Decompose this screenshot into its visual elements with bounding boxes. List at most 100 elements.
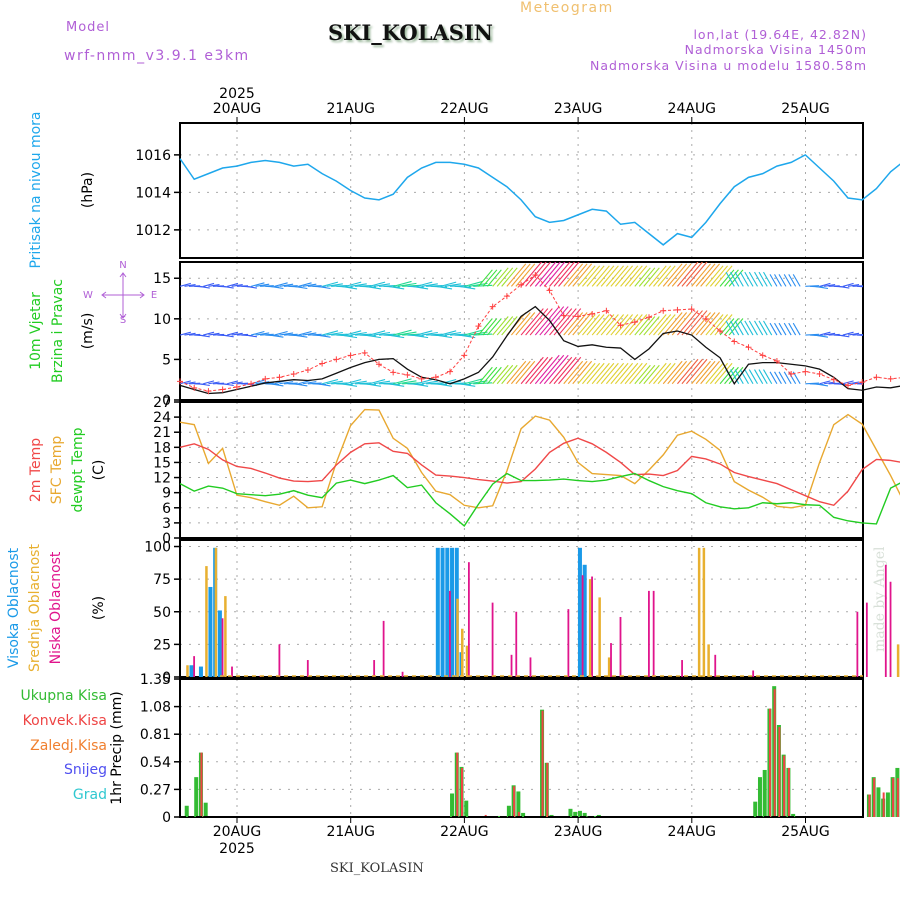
wind-barb	[198, 383, 210, 387]
wind-barb	[464, 329, 483, 336]
wind-barb	[748, 320, 758, 336]
gust-marker	[603, 307, 610, 314]
wind-barb	[677, 358, 699, 385]
wind-barb	[876, 383, 887, 384]
wind-barb	[714, 314, 733, 336]
cloud-bar-niska	[467, 562, 470, 677]
wind-barb	[634, 267, 651, 287]
y-tick-label: 1.35	[140, 672, 171, 688]
wind-barb	[492, 364, 509, 385]
wind-barb	[184, 284, 196, 287]
wind-barb	[577, 362, 596, 385]
wind-barb	[634, 364, 651, 385]
wind-barb	[393, 329, 412, 336]
wind-barb	[586, 362, 605, 385]
wind-barb	[416, 330, 433, 336]
cloud-bar-niska	[889, 581, 892, 677]
legend-visoka: Visoka Oblacnost	[6, 547, 22, 668]
wind-barb	[819, 282, 831, 287]
wind-barb	[842, 331, 854, 336]
precip-bar-convective	[484, 814, 487, 817]
wind-barb	[534, 354, 560, 385]
wind-barb	[369, 281, 386, 287]
wind-barb	[895, 285, 900, 287]
wind-barb	[653, 265, 672, 287]
wind-barb	[520, 262, 543, 287]
y-tick-label: 0	[162, 810, 171, 826]
wind-barb	[373, 283, 391, 287]
precip-bar-total	[184, 805, 189, 817]
cloud-bar-srednja	[588, 579, 592, 677]
wind-barb	[331, 382, 348, 385]
wind-barb	[487, 269, 502, 287]
wind-barb	[572, 263, 593, 287]
wind-barb	[274, 282, 288, 287]
cloud-bar-srednja	[214, 547, 218, 677]
wind-barb	[691, 312, 711, 336]
wind-barb	[662, 263, 683, 287]
precip-bar-convective	[896, 778, 899, 817]
precip-unit: 1hr Precip (mm)	[109, 691, 125, 804]
y-tick-label: 0.81	[140, 727, 171, 743]
wind-barb	[819, 380, 831, 385]
wind-barb	[686, 358, 708, 385]
wind-barb	[614, 314, 634, 336]
precip-bar-total	[791, 813, 796, 817]
wind-barb	[582, 265, 601, 287]
gust-marker	[276, 374, 283, 381]
wind-barb	[302, 332, 317, 336]
wind-barb	[482, 318, 498, 336]
legend-precip-0: Ukupna Kisa	[20, 688, 107, 704]
wind-barb	[506, 360, 527, 385]
temp-line-sfc-temp	[179, 408, 900, 509]
compass-s: S	[120, 315, 126, 326]
wind-barb	[501, 364, 518, 385]
wind-barb	[677, 310, 699, 336]
wind-barb	[269, 285, 284, 290]
wind-barb	[629, 362, 648, 385]
wind-barb	[525, 262, 547, 287]
pressure-unit: (hPa)	[80, 172, 96, 208]
cloud-bar-srednja	[224, 596, 227, 677]
cloud-bar-srednja	[205, 566, 208, 677]
wind-barb	[373, 331, 391, 336]
wind-barb	[629, 265, 648, 287]
wind-barb	[350, 331, 367, 336]
wind-barb	[226, 380, 239, 385]
wind-barb	[643, 364, 660, 385]
wind-barb	[778, 274, 787, 287]
wind-barb	[416, 281, 433, 287]
wind-barb	[364, 334, 382, 339]
cloud-bar-visoka	[435, 547, 440, 677]
precip-bar-total	[464, 800, 469, 817]
wind-barb	[739, 271, 749, 287]
wind-barb	[748, 369, 758, 385]
wind-barb	[610, 265, 629, 287]
wind-barb	[657, 362, 676, 385]
pressure-title: Pritisak na nivou mora	[28, 111, 44, 268]
wind-barb	[355, 333, 372, 336]
wind-barb	[719, 366, 735, 385]
gust-marker	[830, 376, 837, 383]
wind-barb	[293, 285, 308, 290]
cloud-bar-niska	[884, 564, 887, 677]
temp-unit: (C)	[91, 460, 107, 481]
precip-bar-convective	[200, 752, 203, 817]
model-label: Model	[66, 20, 111, 35]
precip-bar-convective	[778, 727, 781, 817]
wind-barb	[624, 265, 643, 287]
y-tick-label: 1014	[135, 185, 171, 201]
wind-barb	[255, 283, 270, 287]
wind-barb	[496, 316, 514, 336]
wind-barb	[881, 335, 892, 336]
wind-barb	[543, 354, 569, 385]
wind-barb	[596, 314, 615, 336]
gust-marker	[688, 306, 695, 313]
wind-barb	[600, 265, 619, 287]
precip-bar-total	[516, 791, 521, 817]
wind-barb	[340, 334, 358, 339]
wind-barb	[316, 383, 331, 387]
wind-barb	[435, 285, 453, 290]
wind-barb	[891, 381, 900, 384]
wind-barb	[298, 330, 312, 336]
